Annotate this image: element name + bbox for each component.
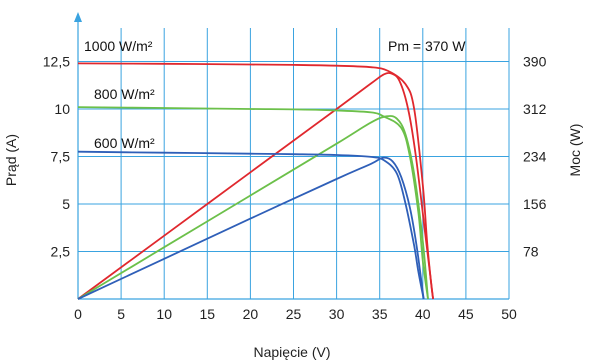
annotation-1000: 1000 W/m² — [84, 38, 153, 54]
x-tick-label: 0 — [74, 306, 82, 322]
y-tick-label: 2,5 — [51, 244, 71, 260]
x-tick-label: 15 — [200, 306, 216, 322]
y-tick-label: 10 — [54, 101, 70, 117]
grid — [78, 28, 510, 299]
annotation-pmax: Pm = 370 W — [388, 38, 466, 54]
y-axis-arrow — [74, 12, 82, 22]
x-tick-label: 20 — [243, 306, 259, 322]
y2-tick-label: 390 — [523, 54, 547, 70]
x-axis-title: Napięcie (V) — [253, 344, 330, 360]
series-power-line — [77, 72, 434, 300]
series-current-line — [77, 150, 425, 300]
y2-tick-label: 78 — [523, 244, 539, 260]
series-current-line — [77, 106, 429, 300]
series-power-line — [77, 156, 425, 300]
x-tick-label: 40 — [415, 306, 431, 322]
series-power-line — [77, 115, 429, 300]
x-tick-label: 25 — [286, 306, 302, 322]
x-tick-label: 5 — [117, 306, 125, 322]
annotation-800: 800 W/m² — [94, 86, 155, 102]
y2-axis-title: Moc (W) — [567, 124, 583, 177]
x-tick-label: 35 — [372, 306, 388, 322]
tick-labels: 0 5 10 15 20 25 30 35 40 45 50 2,5 5 7,5 10 12,5 78 156 23… — [43, 54, 547, 323]
x-tick-label: 45 — [458, 306, 474, 322]
y2-tick-label: 156 — [523, 196, 547, 212]
x-tick-label: 30 — [329, 306, 345, 322]
y2-tick-label: 234 — [523, 149, 547, 165]
y2-tick-label: 312 — [523, 101, 547, 117]
annotation-600: 600 W/m² — [94, 135, 155, 151]
y-tick-label: 12,5 — [43, 54, 70, 70]
x-tick-label: 10 — [156, 306, 172, 322]
axes — [74, 12, 509, 300]
x-tick-label: 50 — [501, 306, 517, 322]
y-axis-title: Prąd (A) — [3, 134, 19, 186]
y-tick-label: 7,5 — [51, 149, 71, 165]
y-tick-label: 5 — [62, 196, 70, 212]
series-lines — [77, 62, 434, 300]
